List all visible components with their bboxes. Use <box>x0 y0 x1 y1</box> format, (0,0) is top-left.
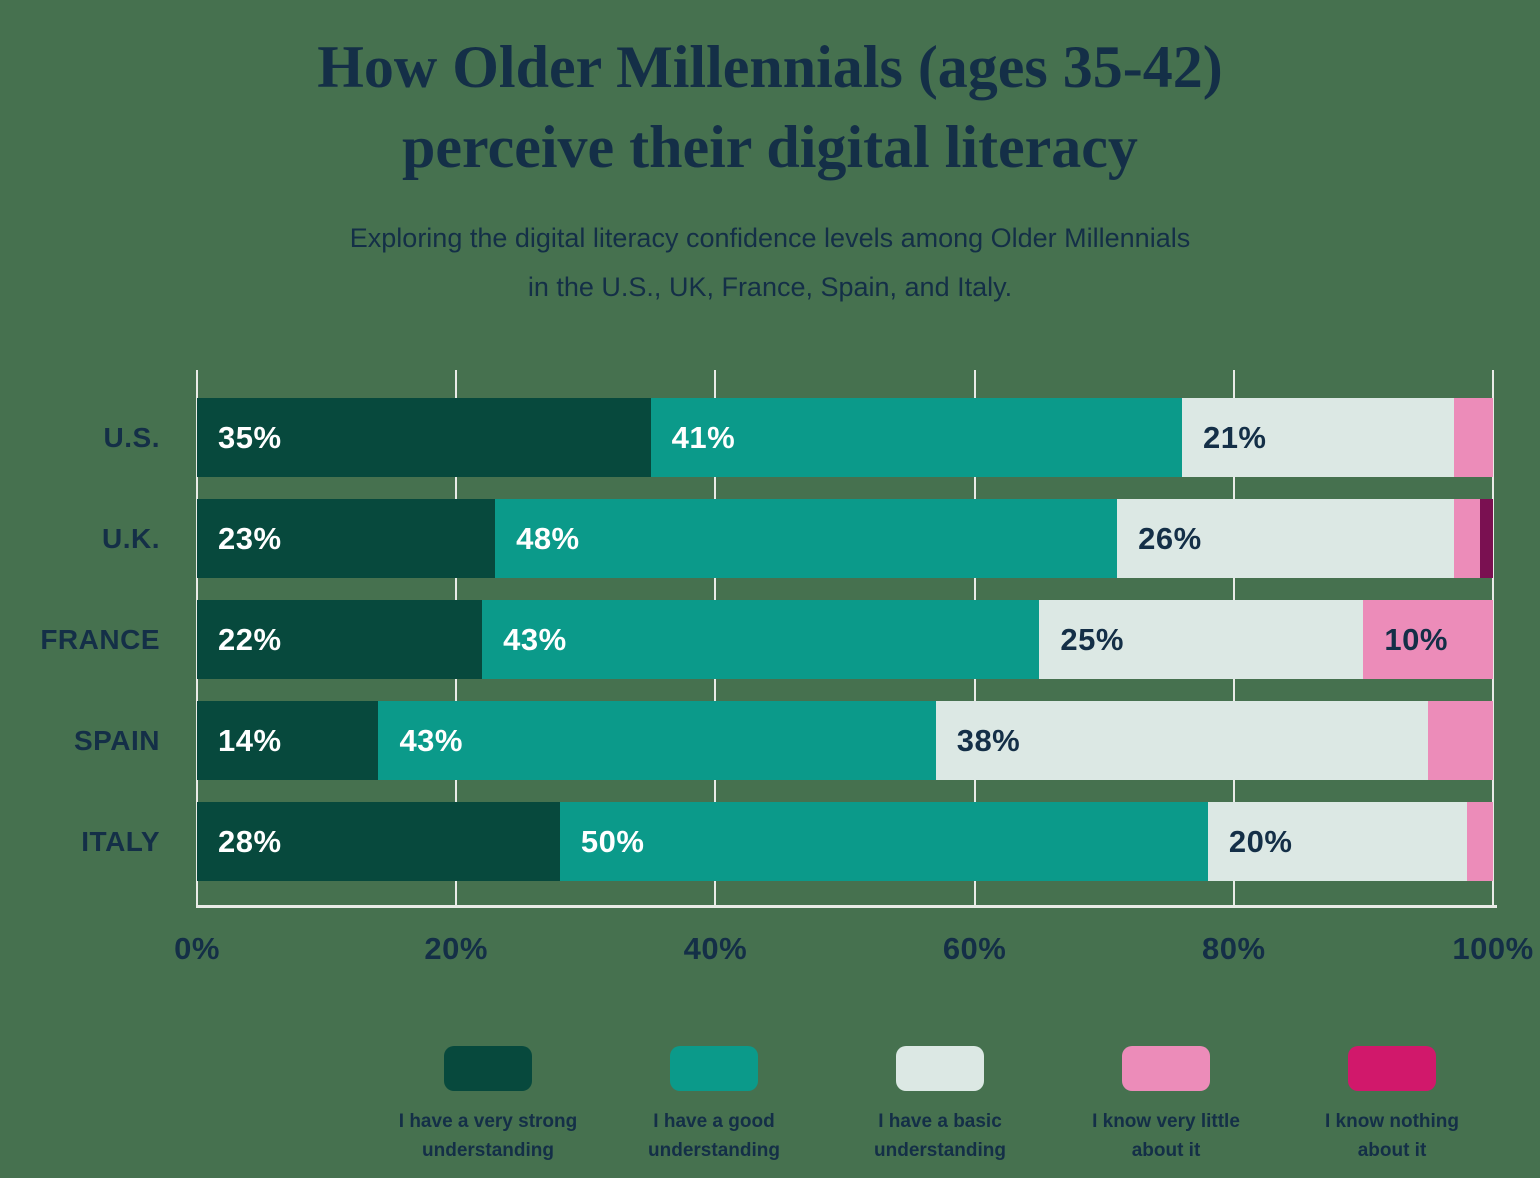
segment-know-nothing-about-it <box>1480 499 1493 578</box>
chart-title-line2: perceive their digital literacy <box>402 113 1138 180</box>
segment-very-strong-understanding: 35% <box>197 398 651 477</box>
segment-value-label: 35% <box>218 419 282 455</box>
segment-good-understanding: 41% <box>650 398 1182 477</box>
chart-title-line1: How Older Millennials (ages 35-42) <box>317 34 1223 100</box>
x-axis-tick: 60% <box>942 931 1007 966</box>
bar-row: U.K. 23% 48% 26% <box>102 499 1493 578</box>
chart-subtitle-line1: Exploring the digital literacy confidenc… <box>349 223 1191 253</box>
segment-know-very-little-about-it <box>1428 701 1493 780</box>
segment-value-label: 20% <box>1228 823 1293 859</box>
chart-title: How Older Millennials (ages 35-42) perce… <box>0 28 1540 188</box>
segment-good-understanding: 48% <box>495 499 1118 578</box>
segment-value-label: 50% <box>580 823 645 859</box>
segment-value-label: 26% <box>1138 520 1202 556</box>
segment-value-label: 14% <box>218 722 282 758</box>
legend-swatch-good-understanding <box>670 1046 758 1091</box>
segment-value-label: 43% <box>399 722 463 758</box>
x-axis-tick: 0% <box>174 931 220 966</box>
bar-row: SPAIN 14% 43% 38% <box>74 701 1493 780</box>
legend-swatch-know-nothing-about-it <box>1348 1046 1436 1091</box>
legend-item-label: I have a good understanding <box>648 1111 780 1161</box>
x-axis-tick: 40% <box>683 931 748 966</box>
segment-value-label: 38% <box>956 722 1021 758</box>
legend-item-label: I have a very strong understanding <box>398 1111 578 1161</box>
stacked-bar-chart: U.S. 35% 41% 21% U.K. 23% 48% 26% FRANCE 22% 43% 25… <box>40 370 1497 908</box>
legend-item-very-strong-understanding: I have a very strong understanding <box>375 1046 601 1165</box>
x-axis-baseline <box>197 905 1497 908</box>
segment-value-label: 10% <box>1384 621 1448 657</box>
segment-very-strong-understanding: 28% <box>197 802 560 881</box>
category-label: FRANCE <box>40 624 160 655</box>
legend-item-label: I know nothing about it <box>1324 1111 1460 1161</box>
segment-value-label: 43% <box>503 621 567 657</box>
segment-basic-understanding: 20% <box>1207 802 1468 881</box>
segment-good-understanding: 43% <box>482 600 1040 679</box>
segment-know-very-little-about-it <box>1454 398 1493 477</box>
bar-row: ITALY 28% 50% 20% <box>81 802 1493 881</box>
category-label: SPAIN <box>74 725 160 756</box>
bar-row: U.S. 35% 41% 21% <box>104 398 1493 477</box>
chart-subtitle: Exploring the digital literacy confidenc… <box>0 214 1540 311</box>
segment-value-label: 22% <box>218 621 282 657</box>
x-axis: 0% 20% 40% 60% 80% 100% <box>174 931 1533 975</box>
segment-very-strong-understanding: 14% <box>197 701 379 780</box>
category-label: U.K. <box>102 523 160 554</box>
legend-item-good-understanding: I have a good understanding <box>601 1046 827 1165</box>
legend-swatch-know-very-little-about-it <box>1122 1046 1210 1091</box>
segment-know-very-little-about-it <box>1467 802 1493 881</box>
bar-row: FRANCE 22% 43% 25% 10% <box>40 600 1493 679</box>
segment-very-strong-understanding: 22% <box>197 600 483 679</box>
segment-basic-understanding: 38% <box>935 701 1429 780</box>
segment-very-strong-understanding: 23% <box>197 499 496 578</box>
segment-basic-understanding: 26% <box>1117 499 1455 578</box>
gridline <box>1492 370 1494 908</box>
x-axis-tick: 20% <box>424 931 488 966</box>
x-axis-tick: 100% <box>1452 931 1534 966</box>
category-label: ITALY <box>81 826 160 857</box>
segment-know-very-little-about-it <box>1454 499 1481 578</box>
chart-subtitle-line2: in the U.S., UK, France, Spain, and Ital… <box>527 271 1013 302</box>
bar-rows: U.S. 35% 41% 21% U.K. 23% 48% 26% FRANCE 22% 43% 25… <box>40 398 1493 881</box>
segment-value-label: 25% <box>1060 621 1124 657</box>
segment-good-understanding: 43% <box>378 701 936 780</box>
x-axis-tick: 80% <box>1202 931 1266 966</box>
segment-value-label: 28% <box>218 823 282 859</box>
segment-know-very-little-about-it: 10% <box>1363 600 1493 679</box>
category-label: U.S. <box>103 422 160 453</box>
segment-value-label: 23% <box>218 520 282 556</box>
legend-item-label: I have a basic understanding <box>874 1111 1006 1161</box>
segment-basic-understanding: 21% <box>1181 398 1455 477</box>
legend-item-label: I know very little about it <box>1092 1111 1240 1161</box>
segment-good-understanding: 50% <box>559 802 1208 881</box>
legend-item-know-very-little-about-it: I know very little about it <box>1053 1046 1279 1165</box>
legend-swatch-basic-understanding <box>896 1046 984 1091</box>
segment-basic-understanding: 25% <box>1039 600 1364 679</box>
segment-value-label: 21% <box>1202 419 1267 455</box>
legend-item-know-nothing-about-it: I know nothing about it <box>1279 1046 1505 1165</box>
legend-swatch-very-strong-understanding <box>444 1046 532 1091</box>
segment-value-label: 48% <box>516 520 580 556</box>
segment-value-label: 41% <box>671 419 736 455</box>
legend: I have a very strong understanding I have… <box>375 1046 1505 1165</box>
legend-item-basic-understanding: I have a basic understanding <box>827 1046 1053 1165</box>
